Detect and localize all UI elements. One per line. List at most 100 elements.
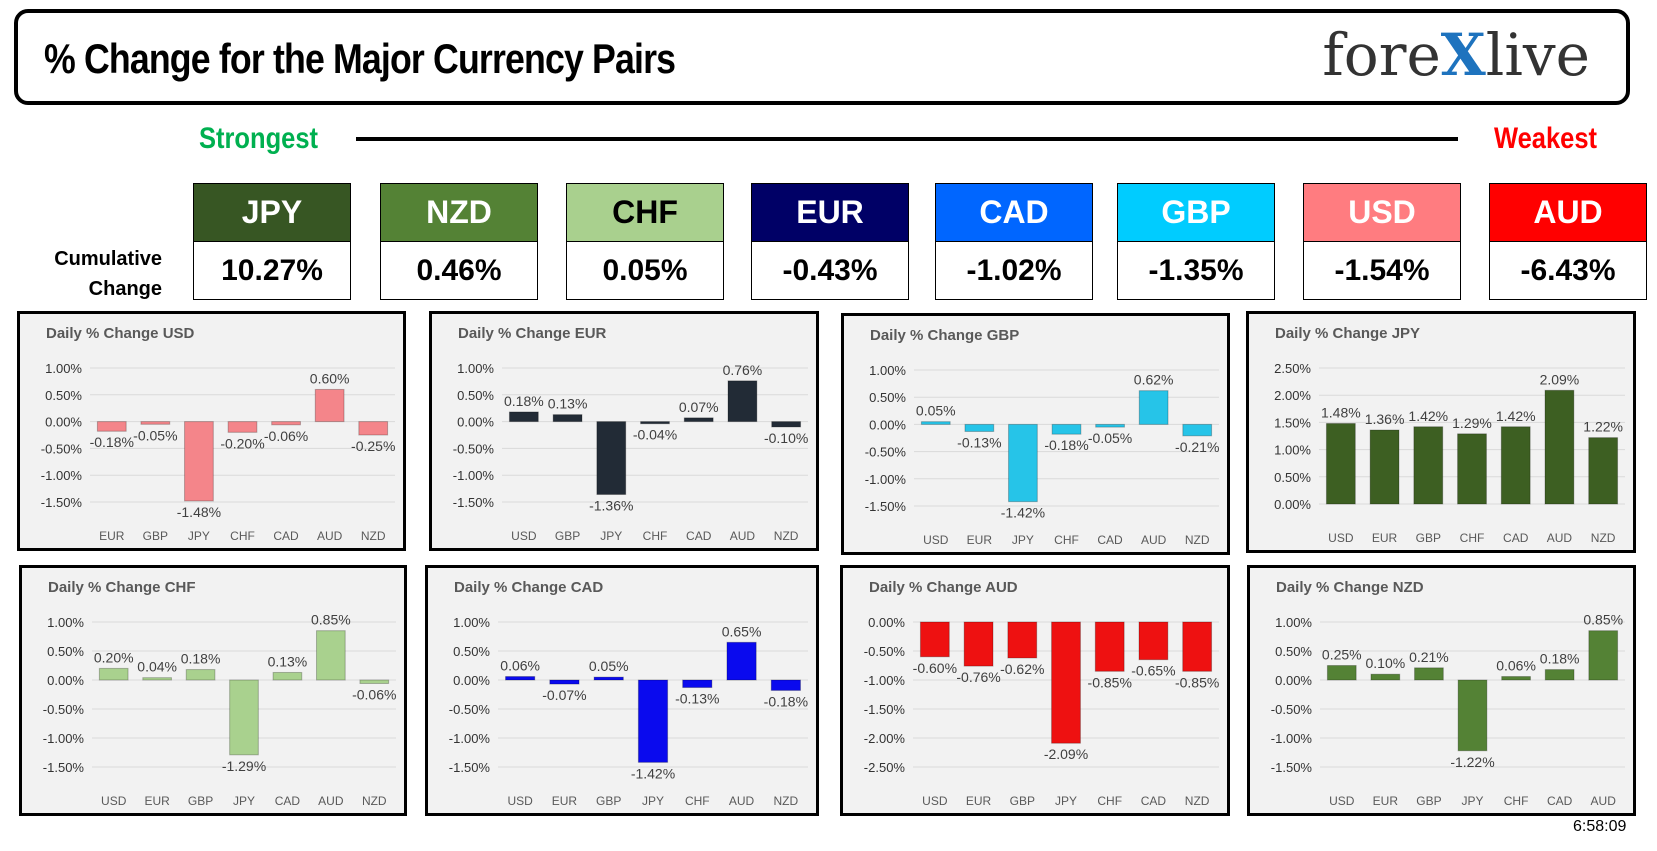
y-tick-label: -1.50% bbox=[43, 760, 85, 775]
bar-eur bbox=[964, 423, 995, 432]
bar-usd bbox=[98, 667, 129, 681]
x-tick-label: CAD bbox=[273, 529, 299, 543]
header-banner: % Change for the Major Currency Pairs fo… bbox=[14, 9, 1630, 105]
data-label: 1.42% bbox=[1408, 408, 1448, 424]
x-tick-label: CHF bbox=[1460, 531, 1485, 545]
weakest-label: Weakest bbox=[1494, 122, 1598, 155]
bar-gbp bbox=[593, 676, 624, 681]
cumulative-label-line2: Change bbox=[88, 278, 162, 300]
x-tick-label: CAD bbox=[1141, 794, 1167, 808]
y-tick-label: 1.00% bbox=[1275, 615, 1312, 630]
x-tick-label: NZD bbox=[1185, 533, 1210, 547]
bar-nzd bbox=[359, 679, 390, 684]
x-tick-label: JPY bbox=[600, 529, 622, 543]
bar-eur bbox=[1370, 673, 1401, 681]
x-tick-label: EUR bbox=[144, 794, 170, 808]
y-tick-label: -1.00% bbox=[43, 731, 85, 746]
data-label: 0.06% bbox=[1496, 658, 1536, 674]
currency-cumulative-value: 0.46% bbox=[416, 254, 502, 287]
y-tick-label: 2.00% bbox=[1274, 388, 1311, 403]
x-tick-label: AUD bbox=[1547, 531, 1573, 545]
y-tick-label: 0.00% bbox=[45, 415, 82, 430]
x-tick-label: CHF bbox=[1054, 533, 1079, 547]
bar-aud bbox=[727, 380, 758, 423]
x-tick-label: AUD bbox=[730, 529, 756, 543]
y-tick-label: -2.50% bbox=[864, 760, 906, 775]
bar-cad bbox=[683, 417, 714, 423]
currency-card-cad: CAD -1.02% bbox=[935, 183, 1093, 300]
y-tick-label: 1.00% bbox=[457, 361, 494, 376]
x-tick-label: CAD bbox=[1547, 794, 1573, 808]
y-tick-label: -1.00% bbox=[1271, 731, 1313, 746]
data-label: -1.42% bbox=[1001, 505, 1045, 521]
x-tick-label: AUD bbox=[729, 794, 755, 808]
currency-cumulative-value: -6.43% bbox=[1520, 254, 1616, 287]
data-label: -0.18% bbox=[1044, 437, 1088, 453]
chart-title: Daily % Change USD bbox=[46, 325, 195, 342]
data-label: 1.48% bbox=[1321, 404, 1361, 420]
data-label: -0.65% bbox=[1131, 663, 1175, 679]
data-label: 0.18% bbox=[181, 651, 221, 667]
chart-svg: Daily % Change JPY 2.50% 2.00% 1.50% 1.00% 0.… bbox=[1274, 325, 1625, 545]
y-tick-label: 0.50% bbox=[45, 388, 82, 403]
currency-cumulative-value: 10.27% bbox=[221, 254, 323, 287]
chart-nzd: Daily % Change NZD 1.00% 0.50% 0.00% -0.50% -… bbox=[1247, 565, 1636, 816]
y-tick-label: 0.50% bbox=[457, 388, 494, 403]
bar-usd bbox=[1326, 665, 1357, 681]
y-tick-label: -1.50% bbox=[449, 760, 491, 775]
x-tick-label: EUR bbox=[1372, 531, 1398, 545]
chart-chf: Daily % Change CHF 1.00% 0.50% 0.00% -0.50% -… bbox=[19, 565, 407, 816]
x-tick-label: GBP bbox=[1010, 794, 1035, 808]
data-label: -0.20% bbox=[220, 435, 264, 451]
y-tick-label: 0.50% bbox=[869, 390, 906, 405]
data-label: 0.85% bbox=[311, 612, 351, 628]
chart-title: Daily % Change GBP bbox=[870, 327, 1019, 344]
x-tick-label: CHF bbox=[685, 794, 710, 808]
x-tick-label: USD bbox=[511, 529, 537, 543]
bar-nzd bbox=[358, 421, 389, 436]
data-label: 0.18% bbox=[504, 393, 544, 409]
currency-name: CAD bbox=[936, 184, 1092, 242]
bar-usd bbox=[919, 621, 950, 658]
data-label: -1.42% bbox=[631, 765, 675, 781]
y-tick-label: -1.50% bbox=[41, 495, 83, 510]
currency-name: GBP bbox=[1118, 184, 1274, 242]
currency-name: JPY bbox=[194, 184, 350, 242]
x-tick-label: NZD bbox=[1591, 531, 1616, 545]
x-tick-label: GBP bbox=[1416, 531, 1441, 545]
bar-cad bbox=[1138, 621, 1169, 661]
chart-svg: Daily % Change CHF 1.00% 0.50% 0.00% -0.50% -… bbox=[43, 579, 397, 808]
currency-card-eur: EUR -0.43% bbox=[751, 183, 909, 300]
bar-aud bbox=[726, 641, 757, 681]
forexlive-logo: foreXlive bbox=[1322, 21, 1590, 89]
x-tick-label: GBP bbox=[188, 794, 213, 808]
bar-usd bbox=[508, 411, 539, 423]
data-label: -0.13% bbox=[957, 434, 1001, 450]
data-label: -0.05% bbox=[1088, 430, 1132, 446]
y-tick-label: 0.00% bbox=[869, 417, 906, 432]
bar-usd bbox=[920, 421, 951, 425]
data-label: -0.25% bbox=[351, 438, 395, 454]
strongest-label: Strongest bbox=[199, 122, 319, 155]
x-tick-label: EUR bbox=[1373, 794, 1399, 808]
x-tick-label: CHF bbox=[1097, 794, 1122, 808]
y-tick-label: 1.00% bbox=[869, 363, 906, 378]
y-tick-label: -1.00% bbox=[41, 468, 83, 483]
y-tick-label: -0.50% bbox=[864, 644, 906, 659]
data-label: 1.36% bbox=[1365, 411, 1405, 427]
bar-chf bbox=[227, 421, 258, 433]
data-label: -0.85% bbox=[1175, 674, 1219, 690]
bar-cad bbox=[1544, 669, 1575, 681]
data-label: -0.04% bbox=[633, 427, 677, 443]
cumulative-label-line1: Cumulative bbox=[54, 248, 162, 270]
chart-title: Daily % Change JPY bbox=[1275, 325, 1420, 342]
currency-cumulative-value: -1.54% bbox=[1334, 254, 1430, 287]
x-tick-label: JPY bbox=[1461, 794, 1483, 808]
x-tick-label: AUD bbox=[1591, 794, 1617, 808]
data-label: 1.42% bbox=[1496, 408, 1536, 424]
data-label: -1.48% bbox=[177, 504, 221, 520]
page-title: % Change for the Major Currency Pairs bbox=[44, 35, 676, 82]
bar-aud bbox=[1138, 390, 1169, 425]
bar-chf bbox=[1501, 676, 1531, 681]
bar-jpy bbox=[596, 421, 627, 495]
